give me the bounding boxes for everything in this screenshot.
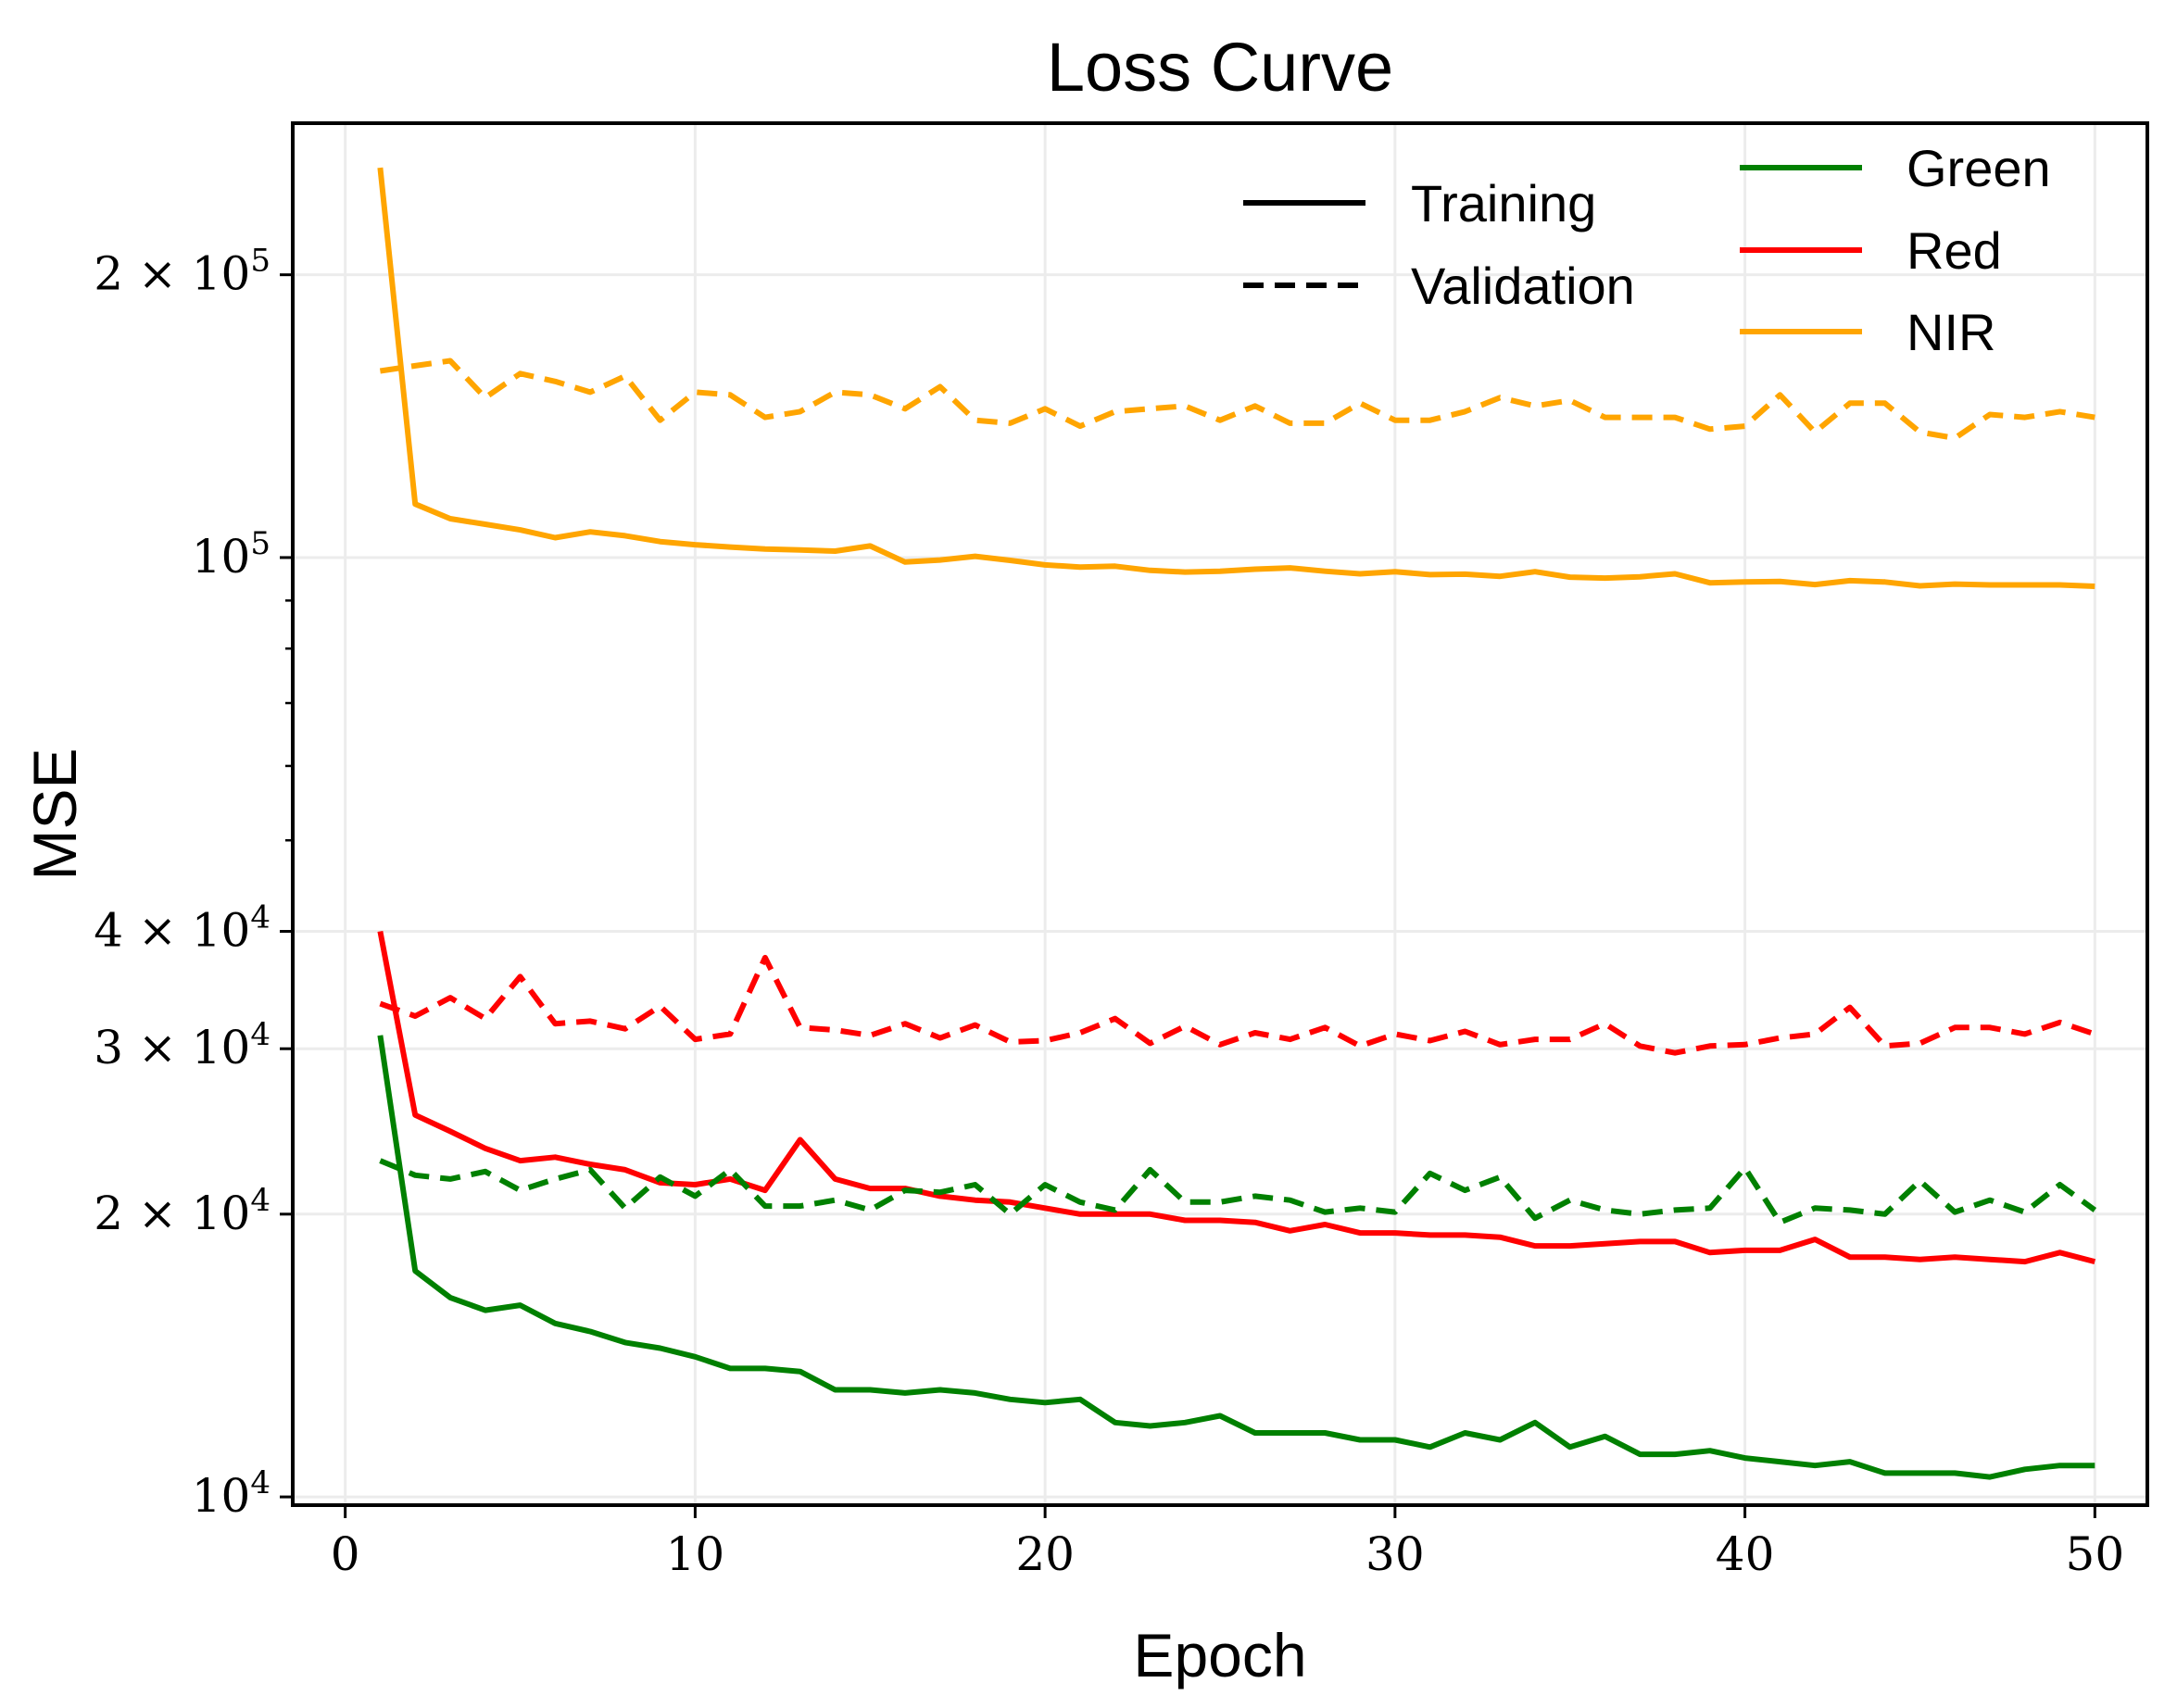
- series-red-validation: [379, 954, 2096, 1056]
- series-lines: [377, 167, 2097, 1480]
- y-tick-label: 2 × 105: [94, 243, 271, 301]
- y-tick-label: 2 × 104: [94, 1182, 271, 1240]
- x-tick-label: 20: [1015, 1527, 1075, 1581]
- x-tick-label: 50: [2066, 1527, 2125, 1581]
- legend-training-label: Training: [1411, 174, 1596, 232]
- x-axis-ticks: 0 10 20 30 40 50: [331, 1505, 2124, 1581]
- legend-red-label: Red: [1906, 221, 2002, 280]
- y-axis-label: MSE: [20, 747, 89, 880]
- line-style-legend: Training Validation: [1243, 174, 1635, 315]
- y-tick-base: 2 × 10: [94, 247, 250, 301]
- legend-validation-label: Validation: [1411, 257, 1635, 315]
- y-tick-exponent: 4: [250, 899, 271, 936]
- series-green-training: [377, 1035, 2095, 1480]
- y-tick-label: 104: [192, 1464, 271, 1523]
- series-nir-training: [377, 167, 2095, 589]
- y-tick-base: 4 × 10: [94, 904, 250, 958]
- chart-title: Loss Curve: [1047, 29, 1393, 106]
- legend-green-label: Green: [1906, 139, 2051, 197]
- y-tick-label: 105: [192, 525, 271, 584]
- plot-frame: [291, 121, 2149, 1507]
- x-axis-label: Epoch: [1133, 1621, 1306, 1689]
- band-color-legend: Green Red NIR: [1740, 139, 2051, 361]
- y-tick-exponent: 4: [250, 1016, 271, 1053]
- y-tick-exponent: 4: [250, 1464, 271, 1501]
- y-tick-base: 2 × 10: [94, 1187, 250, 1240]
- series-green-validation: [379, 1158, 2097, 1225]
- y-tick-exponent: 5: [250, 525, 271, 562]
- grid: [293, 123, 2147, 1505]
- y-tick-label: 3 × 104: [94, 1016, 271, 1074]
- x-tick-label: 10: [666, 1527, 725, 1581]
- legend-nir-label: NIR: [1906, 303, 1995, 361]
- x-tick-label: 30: [1365, 1527, 1425, 1581]
- y-tick-label: 4 × 104: [94, 899, 271, 958]
- y-tick-exponent: 5: [250, 243, 271, 280]
- y-tick-base: 3 × 10: [94, 1021, 250, 1074]
- series-nir-validation: [379, 358, 2095, 441]
- x-tick-label: 40: [1716, 1527, 1775, 1581]
- y-tick-base: 10: [192, 1469, 251, 1523]
- y-tick-exponent: 4: [250, 1182, 271, 1219]
- y-tick-base: 10: [192, 530, 251, 584]
- x-tick-label: 0: [331, 1527, 360, 1581]
